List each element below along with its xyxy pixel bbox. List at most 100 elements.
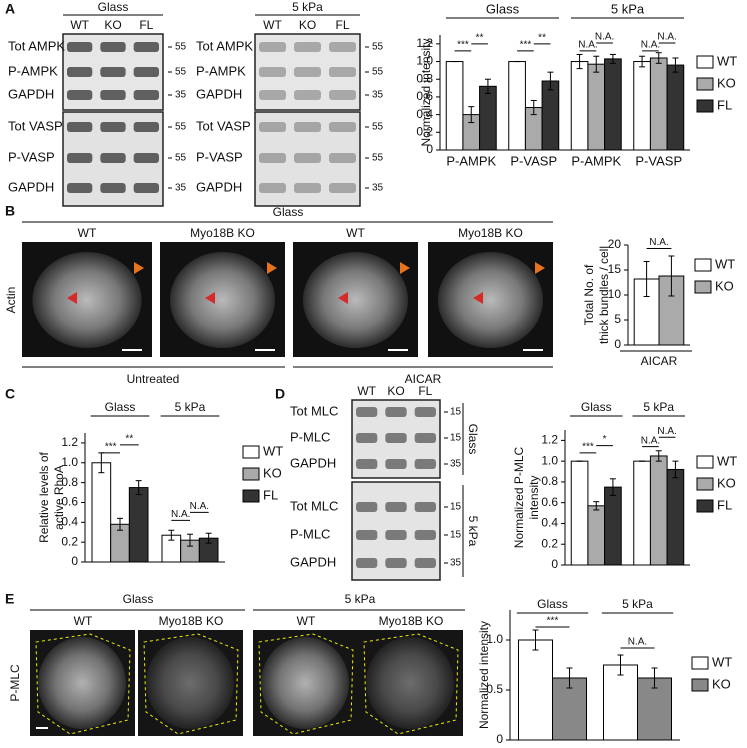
significance-label: ***: [105, 441, 117, 452]
lane-label: FL: [418, 384, 432, 398]
error-bar: [609, 53, 616, 64]
bar: [508, 61, 526, 151]
category-label: P-VASP: [635, 153, 682, 168]
marker-label: 15: [450, 502, 462, 513]
band: [294, 153, 321, 163]
error-bar: [655, 450, 662, 462]
band: [67, 90, 93, 100]
legend-swatch: [242, 445, 260, 459]
band: [414, 433, 436, 443]
legend-swatch: [696, 477, 714, 491]
marker-label: 35: [450, 558, 462, 569]
lane-label: FL: [335, 18, 349, 32]
significance-label: ***: [582, 441, 594, 452]
cell: [38, 637, 126, 729]
lane-label: WT: [70, 18, 89, 32]
category-label: 5 kPa: [622, 597, 653, 611]
significance-label: N.A.: [595, 32, 614, 43]
cell: [303, 252, 408, 348]
y-tick-label: 0: [614, 337, 621, 351]
marker-label: 55: [372, 153, 384, 164]
band: [100, 90, 126, 100]
legend-swatch: [696, 499, 714, 513]
y-tick-label: 0.4: [416, 107, 433, 121]
band: [356, 459, 378, 469]
significance-label: **: [476, 32, 484, 43]
legend-swatch: [694, 280, 712, 294]
row-label: Tot AMPK: [8, 38, 65, 53]
band: [414, 502, 436, 512]
y-tick-label: 20: [608, 237, 622, 251]
row-label: GAPDH: [8, 179, 54, 194]
band: [133, 90, 159, 100]
error-bar: [609, 478, 616, 496]
bar: [649, 455, 668, 566]
band: [67, 122, 93, 132]
band: [329, 42, 356, 52]
lane-label: KO: [299, 18, 316, 32]
section-title: Glass: [273, 205, 304, 219]
error-bar: [668, 255, 675, 297]
band: [414, 407, 436, 417]
error-bar: [530, 99, 537, 116]
y-tick-label: 0.5: [486, 682, 503, 696]
category-label: 5 kPa: [643, 400, 674, 414]
row-label: Tot AMPK: [196, 38, 253, 53]
error-bar: [651, 667, 658, 689]
group-label: Glass: [466, 424, 480, 455]
significance-label: N.A.: [190, 501, 209, 512]
band: [294, 42, 321, 52]
y-tick-label: 1.2: [61, 435, 78, 449]
band: [67, 183, 93, 193]
category-label: 5 kPa: [175, 400, 206, 414]
error-bar: [484, 78, 491, 94]
group-label: Glass: [486, 1, 520, 16]
significance-label: N.A.: [641, 435, 660, 446]
cell-outline: [363, 633, 459, 735]
y-tick-label: 0.4: [61, 514, 78, 528]
row-label: Tot MLC: [290, 403, 338, 418]
error-bar: [187, 533, 193, 547]
y-tick-label: 10: [608, 287, 622, 301]
lane-label: WT: [263, 18, 282, 32]
marker-label: 35: [372, 90, 384, 101]
bar: [541, 80, 560, 151]
treatment-label: AICAR: [405, 372, 442, 386]
significance-label: N.A.: [171, 509, 190, 520]
category-label: Glass: [105, 400, 136, 414]
bar: [666, 468, 685, 566]
y-tick-label: 0.8: [61, 475, 78, 489]
category-label: Glass: [581, 400, 612, 414]
legend-label: WT: [717, 453, 737, 468]
band: [259, 183, 286, 193]
band: [356, 502, 378, 512]
legend-label: WT: [715, 256, 735, 271]
panel-letter: D: [275, 386, 285, 402]
band: [329, 153, 356, 163]
significance-label: N.A.: [649, 237, 668, 248]
row-label: P-MLC: [290, 526, 330, 541]
row-label: GAPDH: [290, 455, 336, 470]
column-label: Myo18B KO: [190, 226, 255, 240]
band: [100, 122, 126, 132]
y-tick-label: 0.2: [61, 534, 78, 548]
cell: [438, 252, 543, 348]
error-bar: [593, 501, 600, 511]
legend-swatch: [694, 258, 712, 272]
legend-label: KO: [263, 465, 282, 480]
row-label: P-AMPK: [196, 63, 246, 78]
legend-swatch: [696, 55, 714, 69]
significance-label: N.A.: [578, 40, 597, 51]
legend-swatch: [691, 678, 709, 692]
category-label: AICAR: [641, 354, 678, 368]
y-tick-label: 0.2: [416, 124, 433, 138]
arrowhead: [67, 292, 77, 304]
error-bar: [117, 517, 123, 531]
row-label: GAPDH: [196, 179, 242, 194]
marker-label: 55: [175, 153, 187, 164]
row-label: P-AMPK: [8, 63, 58, 78]
marker-label: 55: [175, 42, 187, 53]
panel-letter: C: [5, 386, 15, 402]
cell: [261, 637, 349, 729]
